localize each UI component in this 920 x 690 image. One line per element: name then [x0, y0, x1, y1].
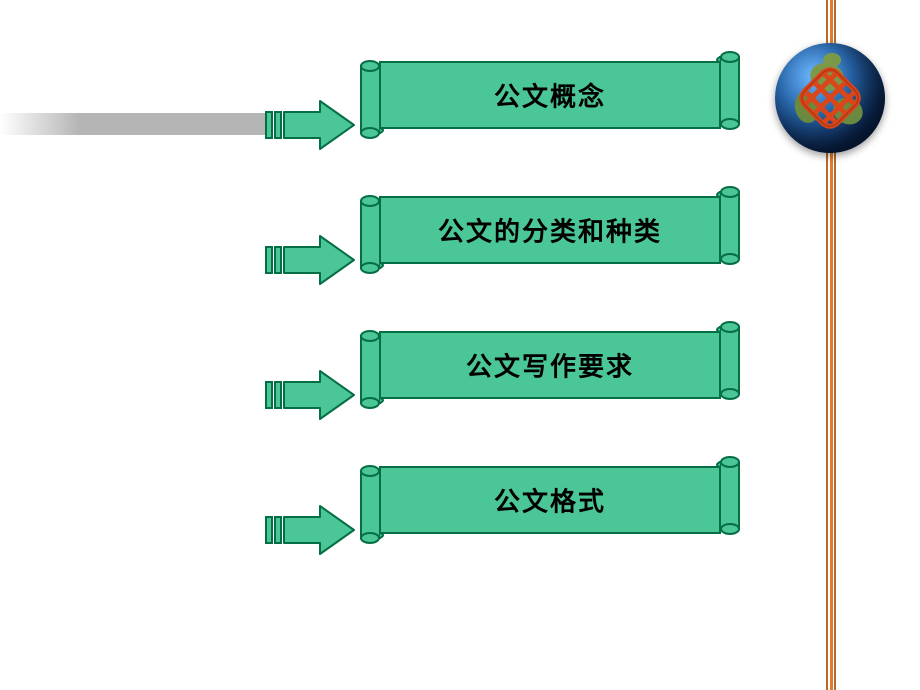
globe-decoration: [775, 43, 885, 153]
scroll-banner: 公文格式: [360, 455, 740, 545]
arrow-icon: [265, 370, 355, 420]
chinese-knot-icon: [786, 54, 874, 142]
scroll-banner: 公文写作要求: [360, 320, 740, 410]
scroll-banner: 公文概念: [360, 50, 740, 140]
arrow-icon: [265, 505, 355, 555]
arrow-icon: [265, 100, 355, 150]
scroll-banner: 公文的分类和种类: [360, 185, 740, 275]
arrow-icon: [265, 235, 355, 285]
lead-bar: [0, 113, 265, 135]
